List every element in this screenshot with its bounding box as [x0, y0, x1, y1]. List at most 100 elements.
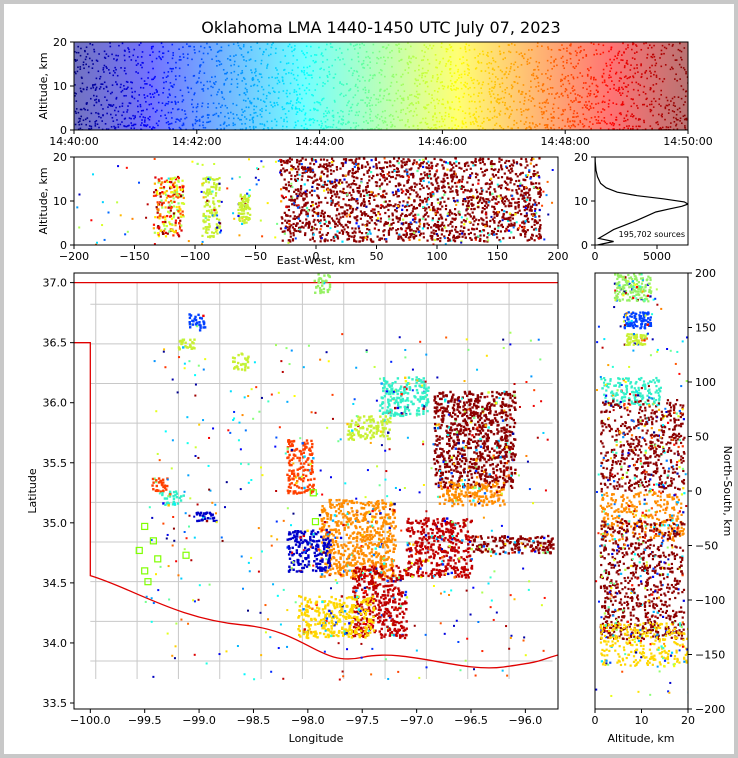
time-altitude-point	[303, 105, 305, 107]
time-altitude-point	[552, 124, 555, 126]
east-west-point	[494, 198, 498, 201]
east-west-point	[302, 197, 305, 200]
time-altitude-point	[609, 70, 611, 73]
time-altitude-point	[145, 100, 147, 103]
east-west-point	[393, 168, 396, 172]
time-altitude-point	[259, 109, 262, 111]
time-altitude-point	[178, 48, 180, 50]
time-altitude-point	[308, 89, 311, 91]
time-altitude-point	[324, 48, 327, 51]
time-altitude-point	[194, 118, 197, 121]
time-altitude-point	[171, 43, 174, 46]
east-west-point	[214, 194, 217, 197]
time-altitude-point	[488, 88, 491, 90]
east-west-point	[238, 202, 241, 205]
east-west-point	[341, 206, 344, 209]
time-altitude-point	[664, 118, 666, 121]
east-west-point	[299, 159, 303, 162]
time-altitude-point	[626, 63, 629, 65]
east-west-point	[510, 214, 513, 217]
time-altitude-point	[523, 99, 526, 102]
time-altitude-point	[388, 115, 391, 117]
east-west-point	[457, 162, 461, 165]
east-west-point	[313, 211, 316, 214]
east-west-point	[528, 209, 531, 212]
time-altitude-point	[167, 100, 170, 103]
time-altitude-point	[136, 105, 139, 108]
time-altitude-point	[685, 72, 687, 75]
time-altitude-point	[219, 106, 222, 108]
time-altitude-point	[477, 115, 480, 118]
time-altitude-point	[395, 73, 398, 76]
east-west-point	[456, 193, 459, 196]
east-west-point	[360, 166, 364, 169]
time-altitude-point	[546, 59, 549, 62]
time-altitude-point	[255, 70, 257, 72]
time-altitude-point	[468, 100, 471, 103]
time-altitude-point	[340, 83, 343, 85]
east-west-point	[483, 200, 486, 203]
time-altitude-point	[546, 98, 548, 101]
east-west-point	[297, 188, 300, 191]
time-altitude-point	[547, 128, 550, 130]
east-west-point	[244, 203, 247, 207]
time-altitude-point	[528, 126, 530, 128]
east-west-point	[488, 233, 491, 237]
time-altitude-point	[573, 124, 575, 127]
east-west-point	[430, 231, 433, 234]
east-west-point	[206, 194, 209, 197]
east-west-point	[431, 238, 434, 241]
east-west-point	[177, 235, 181, 238]
east-west-point	[439, 203, 442, 206]
east-west-point	[509, 171, 512, 174]
time-altitude-point	[605, 84, 607, 86]
time-altitude-point	[192, 127, 195, 130]
east-west-point	[336, 193, 339, 196]
east-west-point	[528, 169, 531, 172]
time-altitude-point	[649, 87, 652, 89]
time-altitude-point	[515, 51, 518, 53]
time-altitude-point	[543, 101, 546, 104]
east-west-point	[434, 188, 437, 191]
east-west-point	[473, 220, 476, 223]
time-altitude-point	[482, 127, 484, 129]
time-altitude-point	[444, 111, 447, 114]
east-west-point	[370, 215, 374, 219]
east-west-point	[177, 179, 180, 182]
time-altitude-point	[203, 72, 206, 74]
east-west-point	[244, 206, 247, 209]
east-west-point	[208, 225, 211, 228]
time-altitude-point	[404, 48, 407, 51]
east-west-point	[523, 222, 526, 225]
time-altitude-point	[560, 57, 563, 59]
time-altitude-point	[252, 126, 255, 129]
east-west-point	[375, 219, 378, 222]
time-altitude-point	[579, 120, 581, 122]
time-altitude-point	[111, 53, 113, 56]
east-west-point	[326, 224, 330, 228]
time-altitude-point	[130, 122, 133, 124]
time-altitude-point	[581, 96, 583, 99]
time-altitude-point	[179, 55, 181, 58]
time-altitude-point	[312, 121, 315, 124]
time-altitude-point	[292, 54, 295, 57]
east-west-point	[373, 211, 376, 215]
time-altitude-point	[301, 84, 304, 87]
east-west-point	[174, 224, 177, 227]
time-altitude-point	[369, 113, 371, 116]
east-west-point	[314, 159, 317, 162]
time-altitude-point	[237, 74, 240, 76]
east-west-point	[311, 236, 315, 239]
east-west-point	[523, 226, 526, 229]
time-altitude-point	[316, 83, 319, 86]
east-west-point	[287, 190, 290, 193]
time-altitude-point	[573, 116, 575, 118]
east-west-point	[164, 199, 167, 202]
time-altitude-point	[267, 127, 269, 129]
east-west-point	[206, 209, 209, 213]
time-altitude-point	[273, 90, 275, 93]
east-west-point	[361, 223, 364, 226]
time-altitude-point	[367, 55, 370, 58]
east-west-point	[491, 162, 494, 166]
time-altitude-point	[84, 118, 87, 121]
